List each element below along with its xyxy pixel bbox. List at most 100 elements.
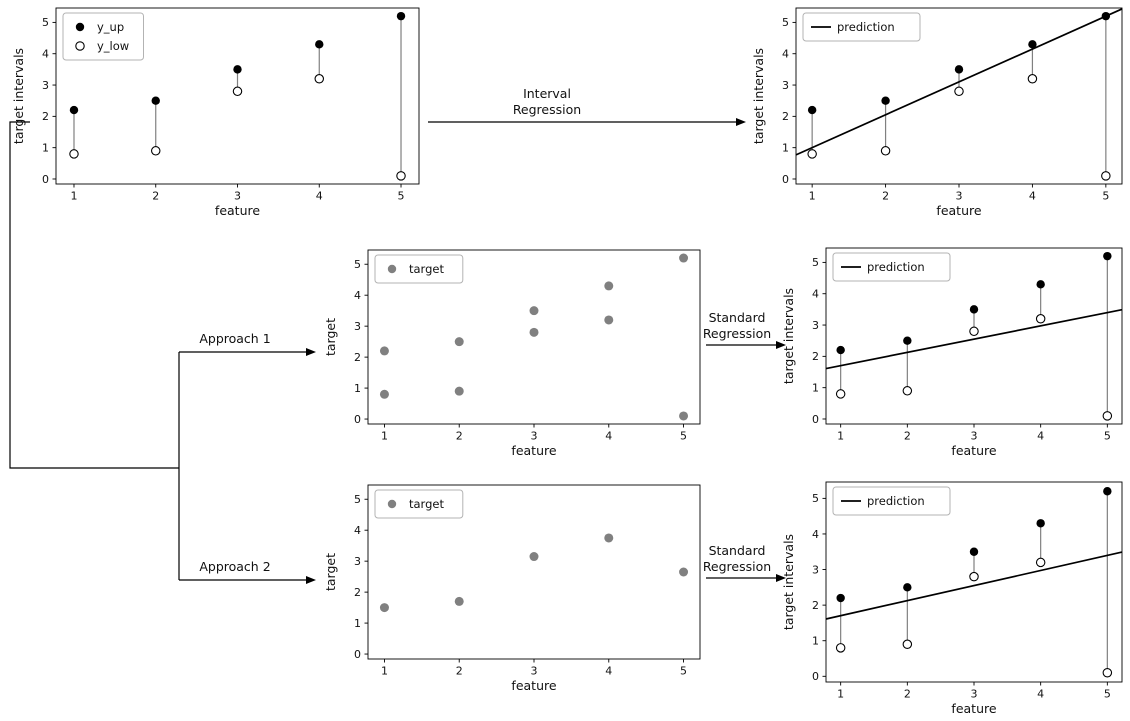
y-tick-label: 2	[42, 110, 49, 123]
x-tick-label: 3	[956, 190, 963, 203]
chart-approach1-prediction: 1 2 3 4 5 0 1 2 3 4 5 feature target intervals predic…	[781, 247, 1123, 458]
y-up-point	[836, 345, 845, 355]
target-point	[604, 281, 614, 291]
x-tick-label: 3	[531, 665, 538, 678]
y-up-point	[151, 96, 160, 105]
y-up-point	[1036, 519, 1045, 528]
x-tick-label: 1	[837, 688, 844, 701]
approach2-arrow-head	[306, 576, 316, 584]
chart-target-intervals: 1 2 3 4 5 0 1 2 3 4 5 feature target intervals y_up y_…	[11, 7, 420, 218]
x-axis-label: feature	[511, 443, 556, 458]
target-point	[679, 567, 689, 577]
chart-approach1-target: 1 2 3 4 5 0 1 2 3 4 5 feature target target	[323, 249, 701, 458]
x-tick-label: 4	[605, 665, 612, 678]
y-axis-label: target intervals	[781, 534, 796, 630]
arrow-label-approach-1: Approach 1	[199, 331, 271, 346]
x-tick-label: 5	[1104, 430, 1111, 443]
x-tick-label: 5	[680, 430, 687, 443]
y-low-point	[69, 149, 79, 159]
prediction-line	[825, 551, 1123, 620]
chart-approach2-prediction: 1 2 3 4 5 0 1 2 3 4 5 feature target intervals predic…	[781, 481, 1123, 716]
target-point	[604, 533, 614, 543]
x-tick-label: 4	[1037, 688, 1044, 701]
y-tick-label: 2	[354, 586, 361, 599]
target-point	[604, 315, 614, 325]
x-axis-label: feature	[951, 701, 996, 716]
target-point	[454, 386, 464, 396]
target-point	[379, 389, 389, 399]
y-up-point	[69, 105, 79, 115]
x-tick-label: 1	[381, 430, 388, 443]
prediction-line	[795, 8, 1123, 156]
x-tick-label: 5	[1104, 688, 1111, 701]
x-tick-label: 4	[1029, 190, 1036, 203]
target-point	[679, 253, 689, 263]
target-point	[529, 552, 539, 562]
y-up-point	[1028, 40, 1037, 49]
x-tick-label: 4	[605, 430, 612, 443]
legend-dot-marker	[75, 22, 85, 32]
y-tick-label: 4	[354, 524, 361, 537]
legend-dot-marker	[387, 264, 397, 274]
y-up-point	[903, 336, 912, 345]
y-up-point	[969, 547, 979, 556]
y-up-point	[807, 105, 817, 115]
legend-label: prediction	[867, 260, 925, 274]
y-tick-label: 0	[42, 173, 49, 186]
y-tick-label: 4	[812, 528, 819, 541]
prediction-line	[825, 308, 1123, 370]
y-up-point	[881, 96, 890, 105]
y-up-point	[1036, 280, 1045, 289]
y-tick-label: 5	[42, 16, 49, 29]
y-up-point	[969, 305, 979, 314]
y-tick-label: 2	[812, 350, 819, 363]
y-tick-label: 3	[42, 79, 49, 92]
y-low-point	[1102, 411, 1113, 421]
arrow-label-standard-regression-1: Standard Regression	[702, 310, 772, 341]
y-tick-label: 3	[812, 563, 819, 576]
y-tick-label: 4	[782, 48, 789, 61]
y-low-point	[396, 171, 406, 181]
x-tick-label: 2	[904, 430, 911, 443]
y-tick-label: 1	[42, 141, 49, 154]
y-low-point	[902, 386, 913, 396]
y-tick-label: 1	[812, 381, 819, 394]
x-tick-label: 5	[1102, 190, 1109, 203]
x-tick-label: 4	[1037, 430, 1044, 443]
x-tick-label: 3	[971, 688, 978, 701]
y-low-point	[835, 643, 846, 653]
x-axis-label: feature	[511, 678, 556, 693]
arrow-label-standard-regression-2: Standard Regression	[702, 543, 772, 574]
y-tick-label: 0	[812, 670, 819, 683]
y-axis-label: target intervals	[751, 48, 766, 144]
y-tick-label: 3	[354, 555, 361, 568]
approach1-arrow-head	[306, 348, 316, 356]
y-tick-label: 0	[782, 173, 789, 186]
y-low-point	[969, 326, 979, 337]
chart-interval-regression-prediction: 1 2 3 4 5 0 1 2 3 4 5 feature target intervals predic…	[751, 7, 1123, 218]
y-tick-label: 0	[354, 413, 361, 426]
x-axis-label: feature	[951, 443, 996, 458]
target-point	[679, 411, 689, 421]
y-up-point	[233, 65, 242, 74]
x-axis-label: feature	[936, 203, 981, 218]
x-tick-label: 1	[809, 190, 816, 203]
y-tick-label: 3	[812, 319, 819, 332]
target-point	[454, 596, 464, 606]
x-tick-label: 3	[531, 430, 538, 443]
x-tick-label: 1	[381, 665, 388, 678]
legend-box	[832, 486, 951, 516]
y-low-point	[902, 639, 913, 650]
y-tick-label: 4	[354, 289, 361, 302]
y-tick-label: 4	[42, 48, 49, 61]
y-up-point	[1103, 251, 1112, 261]
y-axis-label: target	[323, 318, 338, 356]
y-tick-label: 1	[812, 635, 819, 648]
x-tick-label: 1	[70, 190, 77, 203]
x-tick-label: 5	[398, 190, 405, 203]
target-point	[529, 306, 539, 316]
y-low-point	[807, 149, 817, 159]
interval-regression-arrow-head	[736, 118, 746, 126]
y-axis-label: target	[323, 553, 338, 591]
arrow-label-approach-2: Approach 2	[199, 559, 271, 574]
